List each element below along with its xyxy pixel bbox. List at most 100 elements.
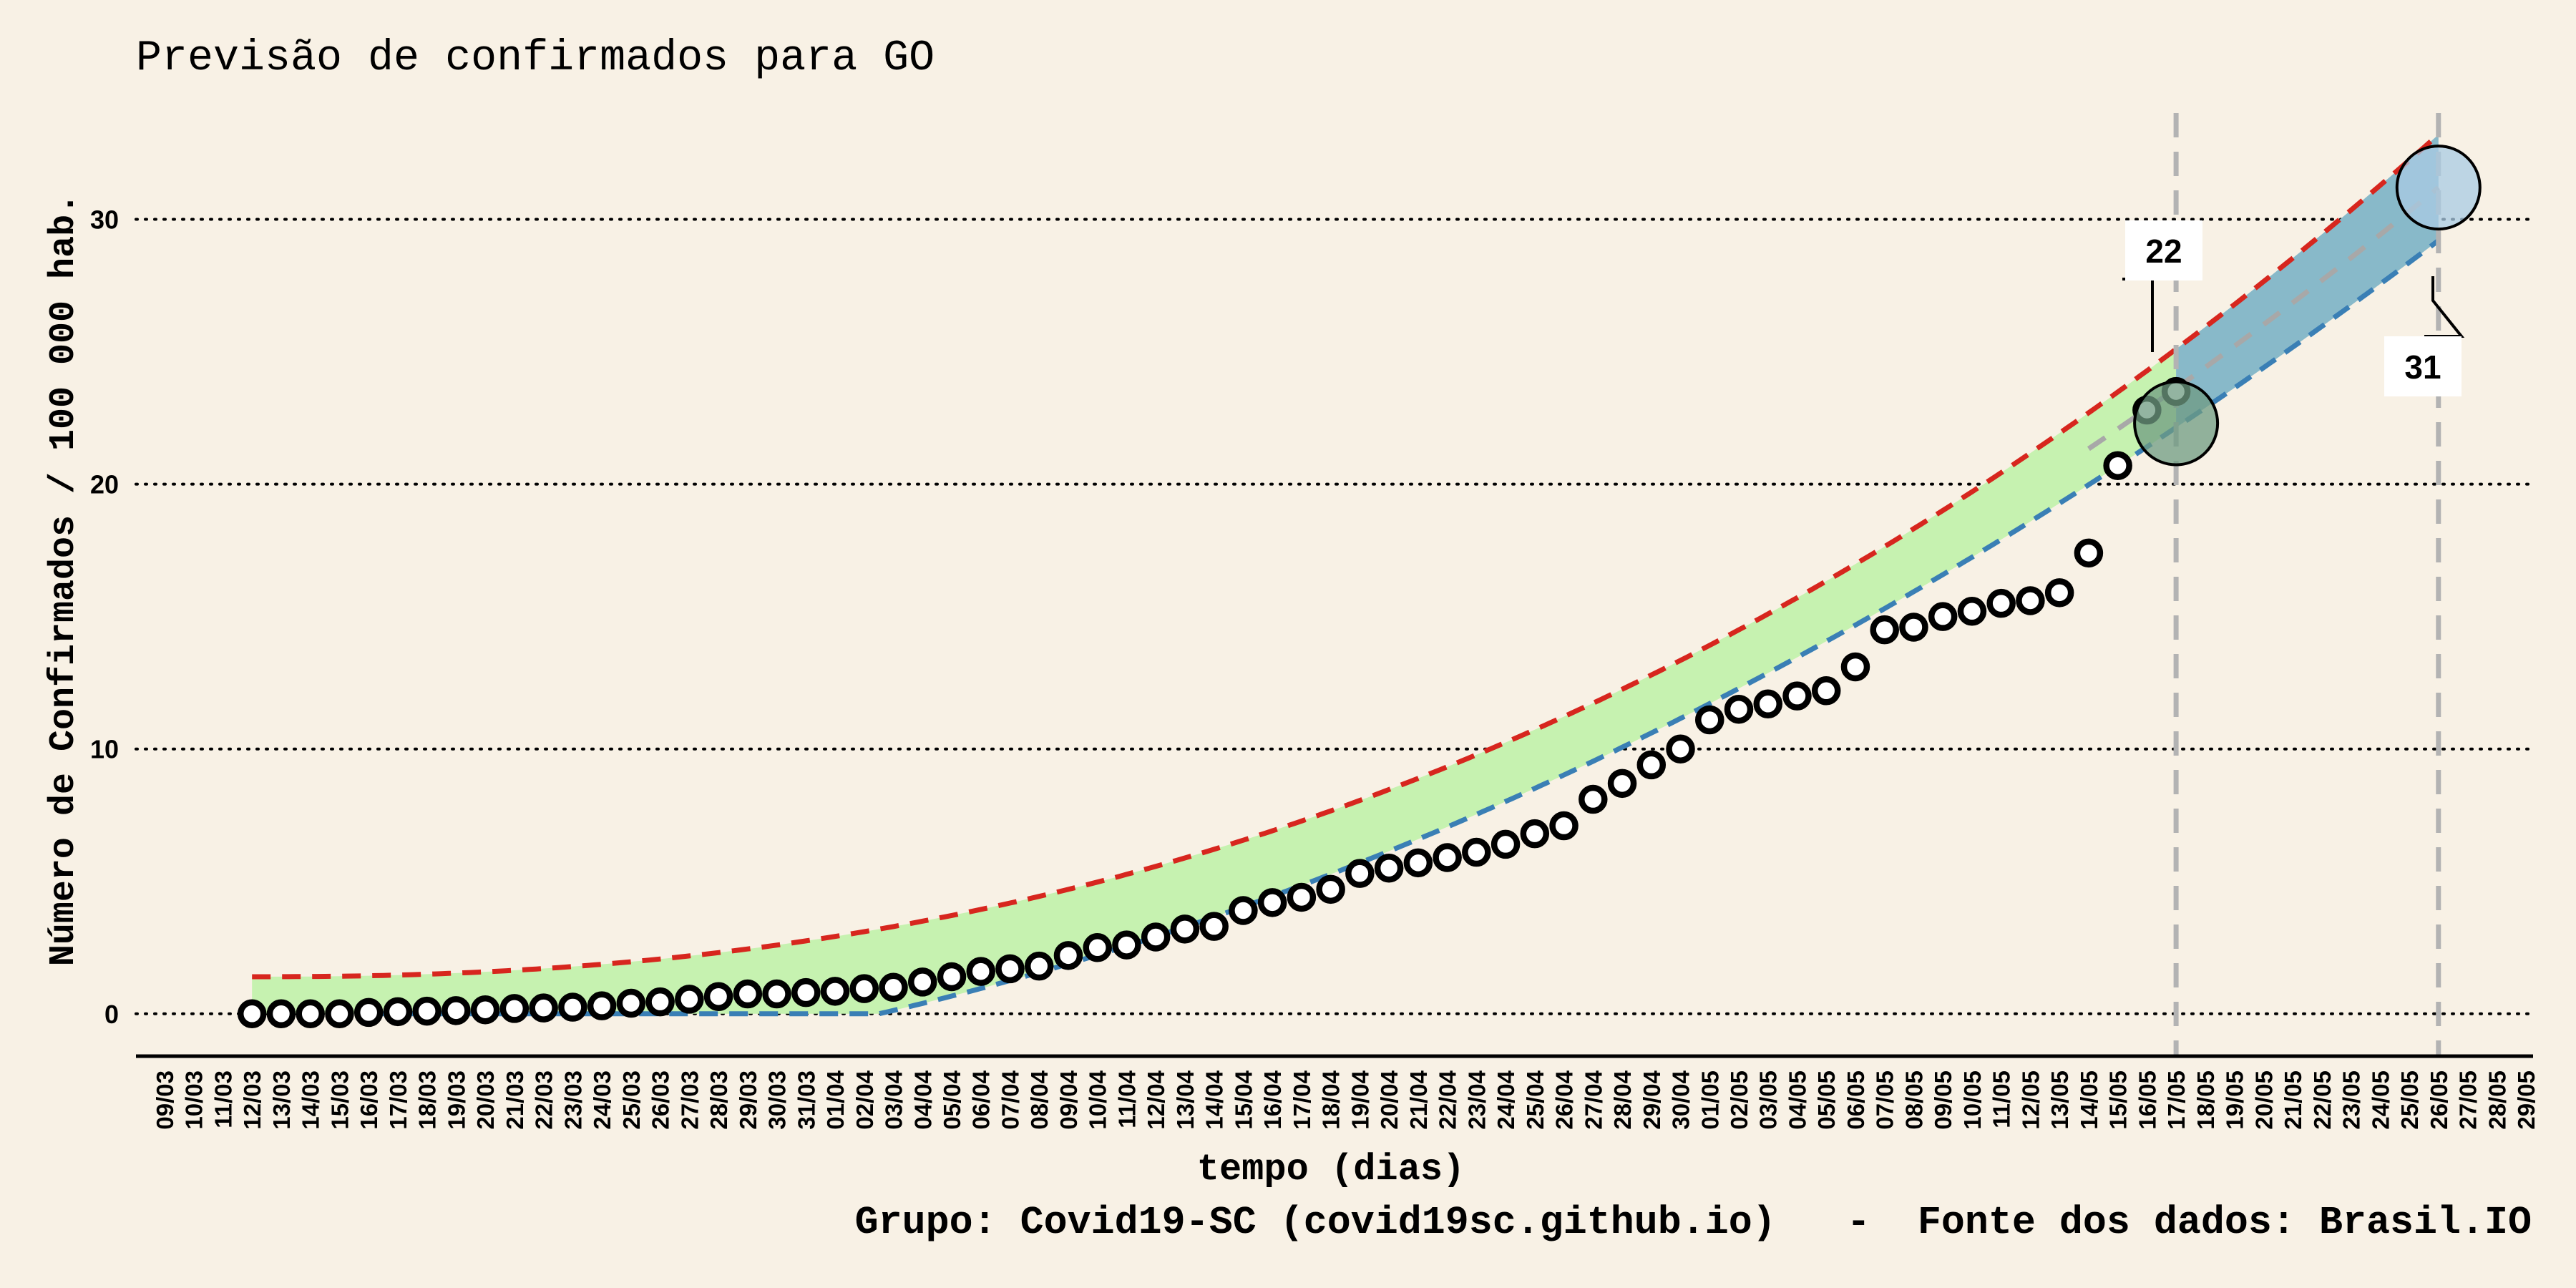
x-tick-label: 03/05 (1755, 1070, 1782, 1130)
x-tick-label: 26/04 (1551, 1070, 1578, 1129)
x-tick-label: 28/04 (1609, 1070, 1636, 1129)
x-axis-label: tempo (dias) (1197, 1148, 1465, 1191)
x-tick-label: 09/05 (1930, 1070, 1956, 1130)
x-tick-label: 10/03 (181, 1070, 208, 1130)
x-tick-label: 27/05 (2455, 1070, 2482, 1130)
x-tick-label: 29/03 (735, 1070, 761, 1130)
observed-point (879, 972, 908, 1002)
annotation-label: 22 (2145, 233, 2182, 270)
mid-forecast-line (2087, 185, 2441, 452)
x-tick-label: 20/03 (472, 1070, 499, 1130)
x-tick-label: 11/04 (1113, 1070, 1140, 1128)
x-tick-label: 09/03 (152, 1070, 178, 1130)
x-tick-label: 24/03 (589, 1070, 615, 1130)
observed-point (1462, 837, 1491, 867)
observed-point (2074, 538, 2104, 568)
x-tick-label: 12/03 (239, 1070, 265, 1130)
y-tick-label: 0 (104, 1000, 119, 1029)
observed-point (1636, 750, 1667, 780)
x-tick-label: 21/05 (2280, 1070, 2306, 1130)
x-tick-label: 16/04 (1259, 1070, 1286, 1129)
x-tick-label: 18/03 (414, 1070, 441, 1130)
x-tick-label: 08/05 (1901, 1070, 1927, 1130)
observed-point (1403, 848, 1433, 878)
x-tick-label: 13/03 (268, 1070, 295, 1130)
x-tick-label: 25/05 (2396, 1070, 2423, 1130)
x-tick-label: 07/05 (1872, 1070, 1898, 1130)
x-tick-label: 17/04 (1289, 1070, 1315, 1129)
observed-point (791, 977, 821, 1008)
chart-caption: Grupo: Covid19-SC (covid19sc.github.io) … (855, 1200, 2532, 1245)
x-tick-label: 12/04 (1143, 1070, 1169, 1129)
observed-point (937, 962, 967, 992)
observed-point (849, 974, 879, 1003)
x-tick-label: 08/04 (1026, 1070, 1053, 1129)
x-tick-label: 21/03 (502, 1070, 528, 1130)
x-tick-label: 16/03 (356, 1070, 382, 1130)
observed-point (1840, 652, 1870, 682)
observed-point (558, 992, 587, 1022)
observed-point (1112, 930, 1141, 960)
annotation-box (2125, 220, 2202, 280)
observed-point (820, 977, 850, 1006)
observed-point (441, 996, 471, 1025)
x-tick-label: 18/05 (2192, 1070, 2219, 1130)
observed-point (966, 957, 995, 986)
annotation-label: 31 (2404, 348, 2441, 386)
observed-point (1141, 922, 1171, 952)
x-tick-label: 12/05 (2017, 1070, 2044, 1130)
observed-point (499, 994, 530, 1023)
x-tick-label: 29/05 (2513, 1070, 2540, 1130)
observed-point (470, 995, 500, 1025)
x-tick-label: 24/05 (2367, 1070, 2394, 1130)
observed-point (1199, 912, 1229, 941)
x-tick-label: 02/04 (852, 1070, 878, 1129)
y-tick-label: 20 (90, 470, 119, 499)
x-tick-label: 27/04 (1580, 1070, 1606, 1129)
x-tick-label: 17/05 (2163, 1070, 2190, 1130)
x-tick-label: 10/05 (1959, 1070, 1986, 1130)
upper-bound-line (252, 132, 2441, 980)
x-tick-label: 13/05 (2046, 1070, 2073, 1130)
observed-point (2103, 451, 2132, 480)
observed-point (1316, 874, 1345, 904)
x-tick-label: 28/03 (706, 1070, 732, 1130)
observed-point (1287, 882, 1317, 912)
x-tick-label: 15/04 (1230, 1070, 1257, 1129)
x-tick-label: 01/05 (1697, 1070, 1723, 1130)
x-tick-label: 01/04 (822, 1070, 849, 1129)
x-tick-label: 19/04 (1347, 1070, 1373, 1129)
observed-point (1870, 615, 1899, 645)
x-tick-label: 14/05 (2076, 1070, 2102, 1130)
observed-point (675, 985, 704, 1014)
observed-point (1491, 829, 1521, 859)
x-tick-label: 15/05 (2105, 1070, 2132, 1130)
x-tick-label: 30/04 (1668, 1070, 1694, 1129)
forecast-band-projection (2176, 135, 2439, 428)
x-tick-label: 23/05 (2338, 1070, 2365, 1130)
forecast-band-fit (252, 348, 2177, 1014)
observed-point (733, 979, 763, 1009)
x-tick-label: 26/03 (648, 1070, 674, 1130)
forecast-marker (2133, 380, 2220, 467)
x-tick-label: 11/05 (1989, 1070, 2015, 1128)
observed-point (762, 979, 791, 1009)
x-tick-label: 04/05 (1785, 1070, 1811, 1130)
y-tick-label: 10 (90, 735, 119, 764)
x-tick-label: 22/04 (1435, 1070, 1461, 1129)
x-tick-label: 02/05 (1726, 1070, 1752, 1130)
chart-title: Previsão de confirmados para GO (136, 34, 935, 83)
x-tick-label: 17/03 (385, 1070, 411, 1130)
observed-point (2016, 586, 2045, 615)
observed-point (995, 954, 1025, 984)
x-tick-label: 03/04 (881, 1070, 907, 1129)
observed-point (587, 991, 617, 1020)
x-tick-label: 22/05 (2309, 1070, 2336, 1130)
observed-point (1520, 819, 1550, 849)
x-tick-label: 13/04 (1172, 1070, 1199, 1129)
observed-point (1724, 694, 1754, 724)
x-tick-label: 10/04 (1085, 1070, 1111, 1129)
x-tick-label: 04/04 (909, 1070, 936, 1129)
observed-point (616, 988, 646, 1018)
